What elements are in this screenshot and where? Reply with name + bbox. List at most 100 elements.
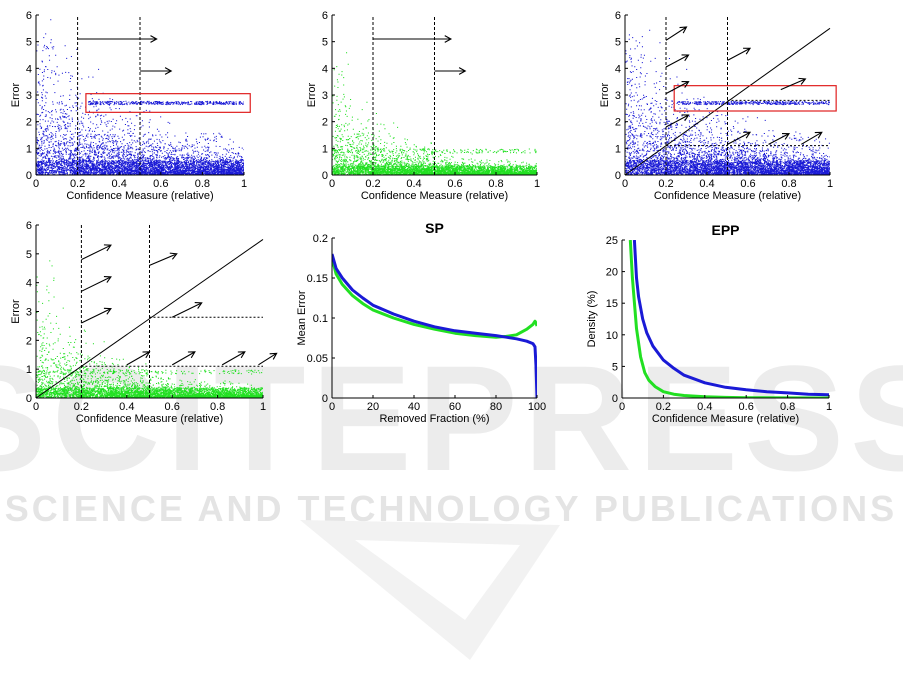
- arrow-icon: [801, 131, 823, 145]
- y-tick-label: 6: [615, 10, 621, 22]
- arrow-icon: [665, 26, 688, 41]
- highlight-box: [673, 85, 837, 112]
- y-axis-label: Error: [10, 82, 22, 107]
- y-tick-label: 5: [26, 249, 32, 261]
- arrow-icon: [81, 244, 112, 261]
- x-tick-label: 1: [534, 178, 540, 190]
- x-axis-label: Confidence Measure (relative): [76, 413, 223, 425]
- x-tick-label: 0: [329, 178, 335, 190]
- y-tick-label: 0: [322, 170, 328, 182]
- x-tick-label: 0.2: [656, 401, 671, 413]
- x-tick-label: 0.2: [658, 178, 673, 190]
- y-tick-label: 1: [26, 364, 32, 376]
- x-tick-label: 0.2: [74, 401, 89, 413]
- y-tick-label: 3: [322, 90, 328, 102]
- arrow-icon: [149, 252, 178, 266]
- arrow-icon: [373, 35, 453, 43]
- panel-scatter-top-green: 0 0.2 0.4 0.6 0.8 1 0 1 2 3 4 5 6 Confidence Measure …: [306, 10, 540, 202]
- x-tick-label: 100: [528, 401, 546, 413]
- y-tick-label: 5: [615, 37, 621, 49]
- y-tick-label: 6: [322, 10, 328, 22]
- x-tick-label: 0: [329, 401, 335, 413]
- x-tick-label: 60: [449, 401, 461, 413]
- x-tick-label: 0.2: [70, 178, 85, 190]
- y-axis-label: Error: [10, 299, 22, 324]
- y-tick-label: 4: [615, 63, 621, 75]
- x-axis-label: Removed Fraction (%): [379, 413, 489, 425]
- y-tick-label: 0: [615, 170, 621, 182]
- arrow-icon: [780, 77, 807, 91]
- y-tick-label: 25: [606, 235, 618, 247]
- arrow-icon: [727, 131, 752, 145]
- y-axis-label: Error: [306, 82, 318, 107]
- y-tick-label: 1: [26, 143, 32, 155]
- x-tick-label: 80: [490, 401, 502, 413]
- y-tick-label: 10: [606, 330, 618, 342]
- y-tick-label: 0: [26, 170, 32, 182]
- x-tick-label: 0.6: [447, 178, 462, 190]
- panel-line-sp: SP 0 20 40 60 80 100 0 0.05 0.1 0.15 0.2 Removed Fra…: [296, 220, 546, 425]
- arrow-icon: [140, 67, 173, 75]
- series-line-blue: [332, 253, 537, 398]
- arrow-icon: [81, 276, 112, 292]
- y-tick-label: 0: [322, 393, 328, 405]
- line-series-group: [332, 253, 537, 398]
- diagonal-line: [35, 239, 264, 399]
- arrow-icon: [171, 301, 203, 318]
- y-tick-label: 0.2: [313, 233, 328, 245]
- y-tick-label: 2: [615, 117, 621, 129]
- scatter-cloud: [36, 19, 244, 175]
- x-tick-label: 0.6: [153, 178, 168, 190]
- y-tick-label: 4: [26, 278, 32, 290]
- x-tick-label: 0.6: [165, 401, 180, 413]
- x-tick-label: 1: [827, 178, 833, 190]
- arrow-icon: [126, 351, 151, 366]
- x-tick-label: 0.2: [365, 178, 380, 190]
- x-tick-label: 0: [33, 401, 39, 413]
- y-tick-label: 2: [26, 335, 32, 347]
- x-tick-label: 0: [33, 178, 39, 190]
- x-tick-label: 0.6: [740, 178, 755, 190]
- y-tick-label: 3: [26, 90, 32, 102]
- x-tick-label: 0: [622, 178, 628, 190]
- x-tick-label: 40: [408, 401, 420, 413]
- arrow-icon: [665, 81, 690, 95]
- series-line-green: [628, 240, 829, 398]
- x-tick-label: 0.4: [112, 178, 127, 190]
- scatter-cloud: [625, 29, 830, 175]
- x-tick-label: 0.4: [699, 178, 714, 190]
- arrow-icon: [258, 352, 278, 366]
- y-axis-label: Error: [599, 82, 611, 107]
- y-tick-label: 1: [615, 143, 621, 155]
- x-tick-label: 0.8: [210, 401, 225, 413]
- x-axis-label: Confidence Measure (relative): [361, 190, 508, 202]
- x-tick-label: 0.8: [195, 178, 210, 190]
- highlight-box: [85, 93, 251, 113]
- scatter-points: [625, 29, 830, 175]
- arrow-icon: [81, 307, 112, 324]
- x-tick-label: 0.8: [780, 401, 795, 413]
- y-tick-label: 2: [322, 117, 328, 129]
- panel-scatter-bottom-blue: 0 0.2 0.4 0.6 0.8 1 0 1 2 3 4 5 6 Confidence Measure …: [599, 10, 837, 202]
- x-tick-label: 1: [826, 401, 832, 413]
- x-tick-label: 0.8: [781, 178, 796, 190]
- y-tick-label: 0.15: [307, 273, 328, 285]
- y-tick-label: 0: [612, 393, 618, 405]
- x-tick-label: 20: [367, 401, 379, 413]
- x-tick-label: 0.8: [488, 178, 503, 190]
- y-tick-label: 0.05: [307, 353, 328, 365]
- chart-title: EPP: [711, 222, 739, 238]
- arrow-icon: [665, 54, 690, 68]
- scatter-points: [36, 260, 263, 398]
- line-series-group: [628, 240, 829, 398]
- x-tick-label: 0: [619, 401, 625, 413]
- x-tick-label: 1: [241, 178, 247, 190]
- arrow-icon: [77, 35, 158, 43]
- arrow-icon: [221, 351, 246, 366]
- panel-scatter-bottom-green: 0 0.2 0.4 0.6 0.8 1 0 1 2 3 4 5 6 Confidence Measure …: [10, 220, 278, 425]
- x-tick-label: 1: [260, 401, 266, 413]
- x-axis-label: Confidence Measure (relative): [652, 413, 799, 425]
- y-tick-label: 6: [26, 10, 32, 22]
